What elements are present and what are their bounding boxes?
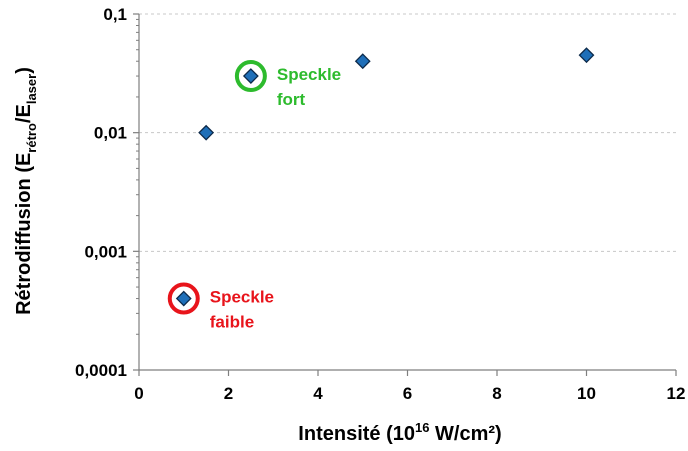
annotation-label: faible xyxy=(210,313,254,332)
x-tick-label: 12 xyxy=(667,384,686,403)
data-points xyxy=(175,47,595,307)
data-point xyxy=(242,68,259,84)
tick-labels: 0,0001 0,001 0,01 0,1 0 2 4 6 8 10 12 xyxy=(75,5,685,403)
x-tick-label: 10 xyxy=(577,384,596,403)
x-axis-title: Intensité (1016 W/cm²) xyxy=(298,420,501,445)
annotations: Speckle faible Speckle fort xyxy=(167,60,341,332)
y-tick-label: 0,0001 xyxy=(75,361,127,380)
annotation-label: Speckle xyxy=(277,65,341,84)
data-point xyxy=(198,124,215,141)
y-axis-title: Rétrodiffusion (Erétro/Elaser) xyxy=(13,67,39,315)
grid xyxy=(139,13,676,252)
x-tick-label: 0 xyxy=(134,384,143,403)
x-tick-label: 6 xyxy=(403,384,412,403)
y-tick-label: 0,1 xyxy=(103,5,127,24)
y-tick-label: 0,001 xyxy=(84,242,127,261)
data-point xyxy=(578,47,595,64)
data-point xyxy=(354,53,371,70)
y-tick-label: 0,01 xyxy=(94,124,127,143)
x-tick-label: 2 xyxy=(224,384,233,403)
data-point xyxy=(175,290,192,307)
axes xyxy=(133,13,677,376)
x-tick-label: 8 xyxy=(492,384,501,403)
annotation-circle xyxy=(234,60,267,93)
annotation-circle xyxy=(167,282,200,315)
annotation-label: Speckle xyxy=(210,288,274,307)
annotation-label: fort xyxy=(277,90,306,109)
x-tick-label: 4 xyxy=(313,384,323,403)
